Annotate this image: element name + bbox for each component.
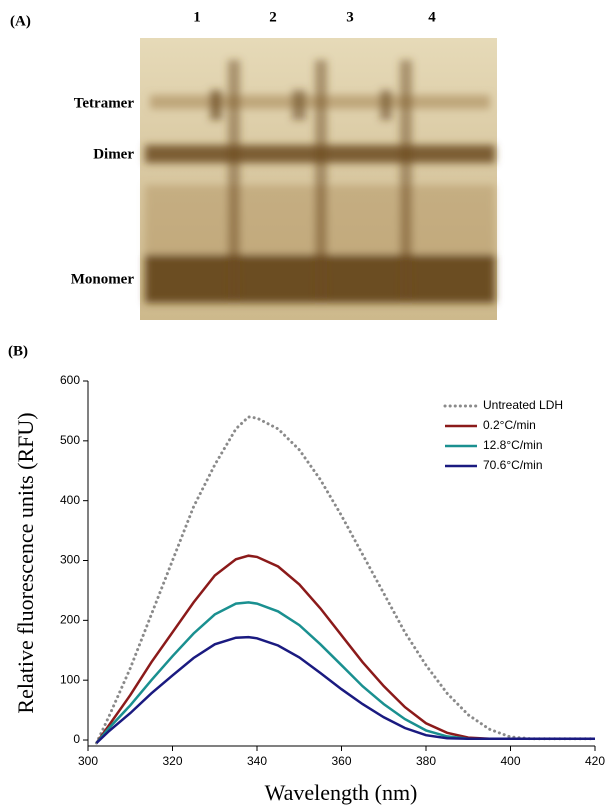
band-label: Tetramer [74, 95, 135, 111]
figure: (A) 1 2 3 4 Tetramer Dimer Monomer (B) W… [0, 0, 606, 808]
y-tick-label: 100 [60, 672, 80, 686]
series-line [97, 556, 596, 743]
legend-label: 70.6°C/min [483, 458, 543, 472]
y-tick-label: 200 [60, 613, 80, 627]
legend-label: Untreated LDH [483, 398, 563, 412]
lane-label: 4 [428, 9, 436, 25]
band-label: Dimer [93, 146, 134, 162]
series-line [97, 637, 596, 743]
x-tick-label: 320 [162, 754, 182, 768]
y-tick-label: 400 [60, 493, 80, 507]
y-axis-label: Relative fluorescence units (RFU) [13, 412, 38, 713]
x-axis-label: Wavelength (nm) [265, 780, 418, 805]
panel-label: (B) [8, 343, 28, 359]
series-line [97, 602, 596, 743]
x-tick-label: 380 [416, 754, 436, 768]
band-label: Monomer [71, 271, 135, 287]
x-tick-label: 400 [500, 754, 520, 768]
legend-label: 0.2°C/min [483, 418, 536, 432]
lane-label: 1 [193, 9, 201, 25]
legend-label: 12.8°C/min [483, 438, 543, 452]
panel-label: (A) [10, 13, 31, 29]
x-tick-label: 300 [78, 754, 98, 768]
gel-image [140, 38, 497, 320]
lane-label: 3 [346, 9, 354, 25]
y-tick-label: 300 [60, 553, 80, 567]
y-tick-label: 0 [73, 732, 80, 746]
y-tick-label: 500 [60, 433, 80, 447]
lane-label: 2 [269, 9, 277, 25]
y-tick-label: 600 [60, 373, 80, 387]
x-tick-label: 340 [247, 754, 267, 768]
x-tick-label: 360 [331, 754, 351, 768]
x-tick-label: 420 [585, 754, 605, 768]
